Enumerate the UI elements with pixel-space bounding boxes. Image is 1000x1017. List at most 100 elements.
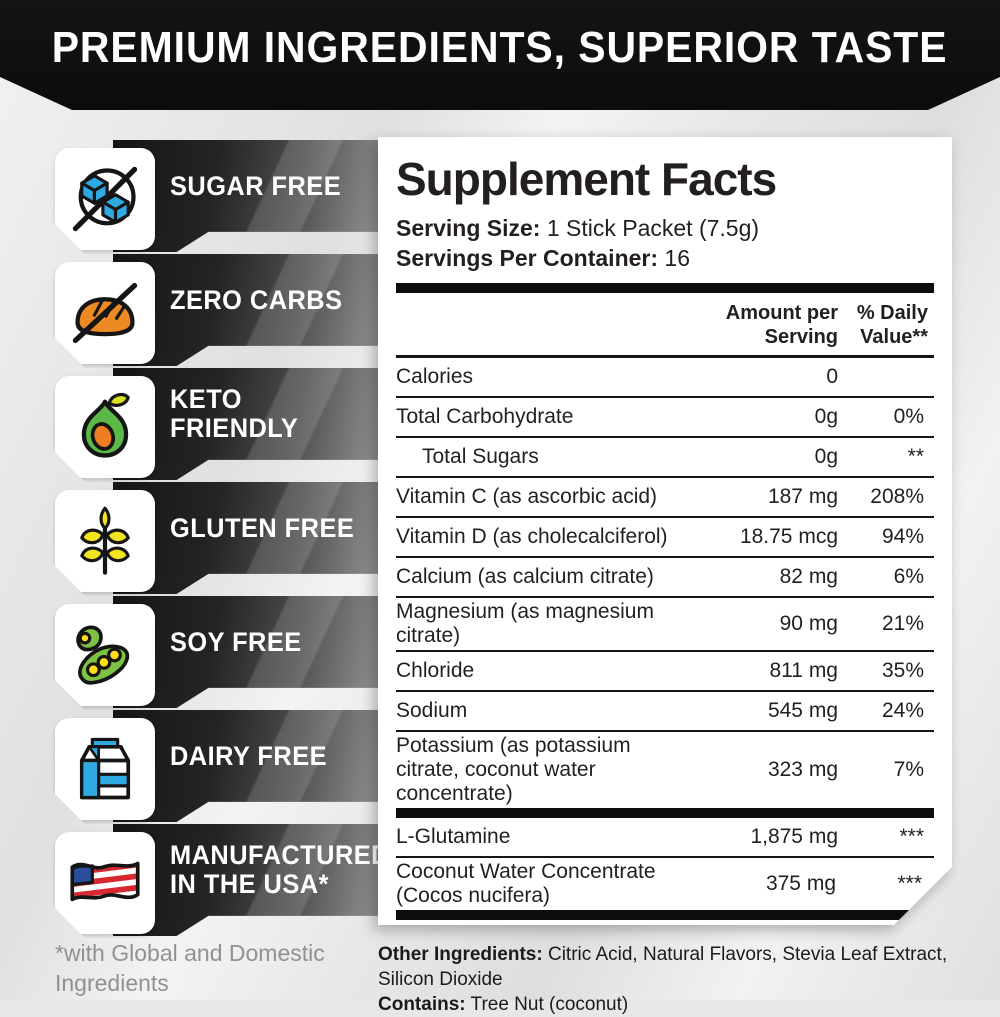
row-name: Vitamin C (as ascorbic acid) — [396, 485, 658, 508]
badge-label: DAIRY FREE — [170, 740, 328, 771]
badge-label: ZERO CARBS — [170, 284, 343, 315]
usa-flag-icon — [67, 845, 143, 921]
row-name: Chloride — [396, 659, 475, 682]
row-daily-value: *** — [897, 872, 922, 895]
badge-label: KETO FRIENDLY — [170, 384, 299, 443]
row-amount: 375 mg — [765, 872, 836, 895]
row-amount: 18.75 mcg — [739, 525, 838, 548]
table-row: Sodium 545 mg 24% — [396, 692, 934, 732]
badge-icon-tile — [55, 148, 155, 250]
bread-slash-icon — [67, 275, 143, 351]
row-daily-value: ** — [907, 445, 924, 468]
badge-list: SUGAR FREE ZERO CARBS KETO FRIENDLY — [55, 140, 389, 938]
badge-icon-tile — [55, 718, 155, 820]
badge-zero-carbs: ZERO CARBS — [55, 254, 378, 366]
servings-per-container-line: Servings Per Container: 16 — [396, 243, 934, 273]
badge-dairy-free: DAIRY FREE — [55, 710, 378, 822]
table-row: L-Glutamine 1,875 mg *** — [396, 818, 934, 858]
row-amount: 0g — [814, 445, 838, 468]
divider-thick — [396, 283, 934, 293]
row-daily-value: 24% — [881, 699, 924, 722]
row-daily-value: 7% — [893, 758, 924, 781]
contains-label: Contains: — [378, 994, 466, 1015]
badge-icon-tile — [55, 376, 155, 478]
row-name: Total Carbohydrate — [396, 405, 574, 428]
table-row: Calcium (as calcium citrate) 82 mg 6% — [396, 558, 934, 598]
badge-icon-tile — [55, 604, 155, 706]
row-daily-value: *** — [899, 825, 924, 848]
top-banner: PREMIUM INGREDIENTS, SUPERIOR TASTE — [0, 0, 1000, 110]
divider-thick — [396, 808, 934, 818]
sugar-cubes-slash-icon — [67, 161, 143, 237]
badge-label: MANUFACTURED IN THE USA* — [170, 840, 390, 899]
badge-label: SOY FREE — [170, 626, 302, 657]
badge-soy-free: SOY FREE — [55, 596, 378, 708]
row-amount: 90 mg — [779, 612, 838, 635]
global-ingredients-note: *with Global and Domestic Ingredients — [55, 940, 325, 996]
milk-carton-icon — [67, 731, 143, 807]
supplement-facts-panel: Supplement Facts Serving Size: 1 Stick P… — [378, 137, 952, 925]
row-name: L-Glutamine — [396, 825, 511, 848]
row-name: Total Sugars — [422, 445, 539, 468]
row-daily-value: 35% — [881, 659, 924, 682]
table-header: Amount per Serving % Daily Value** — [396, 293, 934, 358]
table-row: Vitamin C (as ascorbic acid) 187 mg 208% — [396, 478, 934, 518]
other-ingredients-label: Other Ingredients: — [378, 944, 543, 965]
row-daily-value: 94% — [881, 525, 924, 548]
badge-label: SUGAR FREE — [170, 170, 342, 201]
badge-icon-tile — [55, 490, 155, 592]
row-daily-value: 6% — [893, 565, 924, 588]
table-row: Magnesium (as magnesium citrate) 90 mg 2… — [396, 598, 934, 652]
column-header-daily-value: % Daily Value** — [856, 302, 928, 348]
serving-size-value: 1 Stick Packet (7.5g) — [540, 215, 760, 241]
row-amount: 0 — [826, 365, 838, 388]
servings-label: Servings Per Container: — [396, 245, 659, 271]
row-amount: 82 mg — [779, 565, 838, 588]
banner-title: PREMIUM INGREDIENTS, SUPERIOR TASTE — [52, 23, 948, 72]
table-row: Total Sugars 0g ** — [396, 438, 934, 478]
badge-gluten-free: GLUTEN FREE — [55, 482, 378, 594]
row-amount: 323 mg — [767, 758, 838, 781]
row-name: Calories — [396, 365, 474, 388]
row-name: Vitamin D (as cholecalciferol) — [396, 525, 668, 548]
table-row: Vitamin D (as cholecalciferol) 18.75 mcg… — [396, 518, 934, 558]
contains-value: Tree Nut (coconut) — [465, 994, 629, 1015]
other-ingredients-line: Other Ingredients: Citric Acid, Natural … — [378, 942, 993, 992]
row-amount: 187 mg — [767, 485, 838, 508]
divider-thick — [396, 910, 934, 920]
servings-value: 16 — [658, 245, 691, 271]
contains-line: Contains: Tree Nut (coconut) — [378, 992, 993, 1017]
row-amount: 545 mg — [767, 699, 838, 722]
row-name: Calcium (as calcium citrate) — [396, 565, 654, 588]
column-header-amount: Amount per Serving — [725, 302, 838, 348]
badge-keto-friendly: KETO FRIENDLY — [55, 368, 378, 480]
table-row: Coconut Water Concentrate (Cocos nucifer… — [396, 858, 934, 910]
badge-label: GLUTEN FREE — [170, 512, 355, 543]
serving-size-line: Serving Size: 1 Stick Packet (7.5g) — [396, 213, 934, 243]
row-daily-value: 0% — [893, 405, 924, 428]
wheat-icon — [67, 503, 143, 579]
table-row: Potassium (as potassium citrate, coconut… — [396, 732, 934, 808]
badge-made-in-usa: MANUFACTURED IN THE USA* — [55, 824, 389, 936]
serving-size-label: Serving Size: — [396, 215, 541, 241]
table-row: Total Carbohydrate 0g 0% — [396, 398, 934, 438]
row-name: Potassium (as potassium citrate, coconut… — [396, 734, 631, 805]
row-daily-value: 21% — [881, 612, 924, 635]
table-row: Chloride 811 mg 35% — [396, 652, 934, 692]
row-amount: 811 mg — [769, 659, 838, 682]
soybean-pods-icon — [67, 617, 143, 693]
row-amount: 1,875 mg — [750, 825, 838, 848]
avocado-icon — [67, 389, 143, 465]
badge-icon-tile — [55, 262, 155, 364]
row-daily-value: 208% — [870, 485, 924, 508]
row-name: Coconut Water Concentrate (Cocos nucifer… — [396, 860, 656, 907]
row-name: Sodium — [396, 699, 468, 722]
other-ingredients-block: Other Ingredients: Citric Acid, Natural … — [378, 942, 993, 1017]
row-amount: 0g — [814, 405, 838, 428]
badge-sugar-free: SUGAR FREE — [55, 140, 378, 252]
table-row: Calories 0 — [396, 358, 934, 398]
panel-title: Supplement Facts — [396, 153, 777, 205]
badge-icon-tile — [55, 832, 155, 934]
row-name: Magnesium (as magnesium citrate) — [396, 600, 654, 647]
other-ingredients-value: Citric Acid, Natural Flavors, Stevia Lea… — [378, 944, 948, 990]
